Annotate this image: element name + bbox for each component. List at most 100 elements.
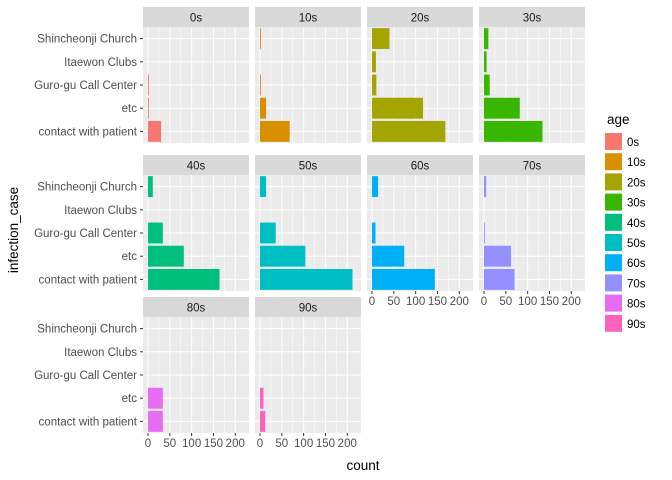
x-tick-label: 50 <box>163 438 176 450</box>
bar-60s-contact-with-patient <box>372 268 435 290</box>
y-tick-label: Itaewon Clubs <box>64 205 137 217</box>
y-tick-label: etc <box>122 393 138 405</box>
bar-30s-guro-gu-call-center <box>484 74 490 96</box>
facet-strip <box>479 155 585 175</box>
legend-key-40s <box>605 213 622 231</box>
bar-80s-contact-with-patient <box>148 410 163 432</box>
facet-strip <box>479 7 585 27</box>
legend-key-10s <box>605 153 622 171</box>
y-tick-label: Itaewon Clubs <box>64 347 137 359</box>
legend-key-30s <box>605 193 622 211</box>
x-tick-label: 200 <box>562 296 581 308</box>
bar-90s-contact-with-patient <box>260 410 266 432</box>
legend-label-30s: 30s <box>627 198 646 210</box>
x-tick-label: 200 <box>226 438 245 450</box>
bar-10s-etc <box>260 97 267 119</box>
legend-label-60s: 60s <box>627 258 646 270</box>
facet-panels: 0s 10s 20s 30s 40s 50s 60s 70s 80s 90s <box>143 7 585 433</box>
legend-title: age <box>607 112 630 127</box>
bar-10s-contact-with-patient <box>260 120 290 142</box>
y-tick-label: Guro-gu Call Center <box>34 370 137 382</box>
y-axis-labels: Shincheonji Church Itaewon Clubs Guro-gu C… <box>34 34 143 428</box>
y-tick-label: contact with patient <box>39 126 138 138</box>
x-tick-label: 0 <box>369 296 375 308</box>
y-tick-label: Itaewon Clubs <box>64 57 137 69</box>
facet-strip <box>255 7 361 27</box>
bar-40s-etc <box>148 245 184 267</box>
y-tick-label: contact with patient <box>39 274 138 286</box>
bar-0s-etc <box>148 97 149 119</box>
facet-panel-0s: 0s <box>143 7 249 143</box>
bar-30s-contact-with-patient <box>484 120 543 142</box>
bar-20s-shincheonji-church <box>372 28 390 50</box>
bar-10s-shincheonji-church <box>260 28 261 50</box>
facet-strip-label: 90s <box>299 303 318 315</box>
bar-40s-guro-gu-call-center <box>148 222 163 244</box>
x-tick-label: 50 <box>387 296 400 308</box>
bar-30s-etc <box>484 97 520 119</box>
bar-50s-guro-gu-call-center <box>260 222 276 244</box>
bar-70s-contact-with-patient <box>484 268 515 290</box>
legend-label-0s: 0s <box>627 137 639 149</box>
y-tick-label: Shincheonji Church <box>37 182 137 194</box>
facet-panel-60s: 60s <box>367 155 473 291</box>
bar-40s-contact-with-patient <box>148 268 220 290</box>
y-tick-label: etc <box>122 103 138 115</box>
facet-strip <box>255 155 361 175</box>
facet-strip-label: 0s <box>190 13 202 25</box>
legend-key-20s <box>605 173 622 191</box>
x-tick-label: 0 <box>481 296 487 308</box>
facet-strip <box>367 155 473 175</box>
x-tick-label: 150 <box>428 296 447 308</box>
bar-30s-itaewon-clubs <box>484 51 487 73</box>
legend-key-80s <box>605 294 622 312</box>
y-tick-label: Shincheonji Church <box>37 34 137 46</box>
facet-panel-40s: 40s <box>143 155 249 291</box>
facet-panel-30s: 30s <box>479 7 585 143</box>
legend-key-50s <box>605 234 622 251</box>
facet-panel-20s: 20s <box>367 7 473 143</box>
bar-0s-contact-with-patient <box>148 120 162 142</box>
bar-60s-shincheonji-church <box>372 176 379 198</box>
bar-90s-etc <box>260 387 264 409</box>
facet-strip-label: 70s <box>523 161 542 173</box>
facet-strip-label: 20s <box>411 13 430 25</box>
legend-label-40s: 40s <box>627 218 646 230</box>
bar-40s-shincheonji-church <box>148 176 153 198</box>
bar-30s-shincheonji-church <box>484 28 489 50</box>
bar-60s-guro-gu-call-center <box>372 222 376 244</box>
facet-panel-50s: 50s <box>255 155 361 291</box>
x-tick-label: 100 <box>518 296 537 308</box>
legend-key-60s <box>605 254 622 272</box>
bar-50s-contact-with-patient <box>260 268 353 290</box>
facet-strip <box>143 297 249 317</box>
facet-panel-70s: 70s <box>479 155 585 291</box>
bar-0s-guro-gu-call-center <box>148 74 149 96</box>
bar-20s-contact-with-patient <box>372 120 446 142</box>
bar-50s-shincheonji-church <box>260 176 267 198</box>
x-tick-label: 150 <box>540 296 559 308</box>
x-tick-label: 200 <box>338 438 357 450</box>
facet-strip-label: 60s <box>411 161 430 173</box>
legend-key-70s <box>605 274 622 292</box>
facet-strip-label: 80s <box>187 303 206 315</box>
bar-70s-shincheonji-church <box>484 176 487 198</box>
facet-strip-label: 30s <box>523 13 542 25</box>
legend-key-0s <box>605 133 622 150</box>
bar-70s-guro-gu-call-center <box>484 222 485 244</box>
facet-strip-label: 40s <box>187 161 206 173</box>
legend: age 0s 10s 20s 30s 40s 50s 60s 70s 80s 90s <box>605 112 646 332</box>
x-axis-title: count <box>346 458 379 473</box>
x-tick-label: 50 <box>499 296 512 308</box>
y-tick-label: contact with patient <box>39 416 138 428</box>
x-tick-label: 0 <box>145 438 151 450</box>
legend-key-90s <box>605 314 622 332</box>
facet-strip <box>143 155 249 175</box>
facet-strip <box>255 297 361 317</box>
facet-strip <box>143 7 249 27</box>
legend-label-80s: 80s <box>627 299 646 311</box>
bar-60s-etc <box>372 245 405 267</box>
